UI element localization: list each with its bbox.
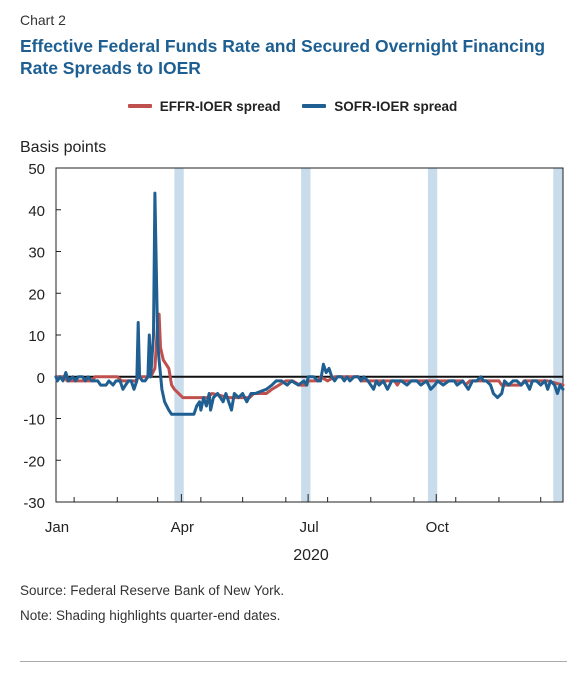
source-note: Source: Federal Reserve Bank of New York…: [20, 583, 285, 598]
sofr-ioer-line: [54, 191, 565, 416]
bottom-divider: [20, 661, 567, 662]
y-tick-label: 30: [28, 245, 45, 262]
y-tick-label: 40: [28, 203, 45, 220]
y-tick-label: 50: [28, 161, 45, 178]
x-tick-label: Oct: [426, 519, 450, 536]
legend-label-sofr: SOFR-IOER spread: [334, 99, 458, 114]
y-tick-label: -20: [23, 453, 45, 470]
quarter-end-shading: [174, 168, 563, 502]
quarter-end-band: [174, 168, 184, 502]
legend-swatch-effr: [127, 104, 152, 109]
y-tick-label: 0: [37, 370, 45, 387]
x-tick-label: Jul: [300, 519, 319, 536]
x-tick-label: Apr: [171, 519, 194, 536]
quarter-end-band: [553, 168, 563, 502]
shading-note: Note: Shading highlights quarter-end dat…: [20, 608, 281, 623]
legend-swatch-sofr: [302, 104, 327, 109]
x-axis-title: 2020: [293, 547, 329, 564]
chart-label: Chart 2: [20, 12, 66, 28]
quarter-end-band: [427, 168, 438, 502]
y-tick-label: 10: [28, 328, 45, 345]
legend-item-sofr: SOFR-IOER spread: [302, 99, 457, 114]
legend: EFFR-IOER spread SOFR-IOER spread: [0, 99, 585, 114]
x-tick-label: Jan: [45, 519, 69, 536]
legend-item-effr: EFFR-IOER spread: [127, 99, 281, 114]
y-tick-label: -10: [23, 412, 45, 429]
y-tick-label: 20: [28, 286, 45, 303]
quarter-end-band: [301, 168, 311, 502]
series-lines: [54, 191, 565, 416]
y-axis-title: Basis points: [20, 139, 106, 156]
legend-label-effr: EFFR-IOER spread: [159, 99, 281, 114]
y-tick-label: -30: [23, 495, 45, 512]
chart-title: Effective Federal Funds Rate and Secured…: [20, 36, 546, 78]
